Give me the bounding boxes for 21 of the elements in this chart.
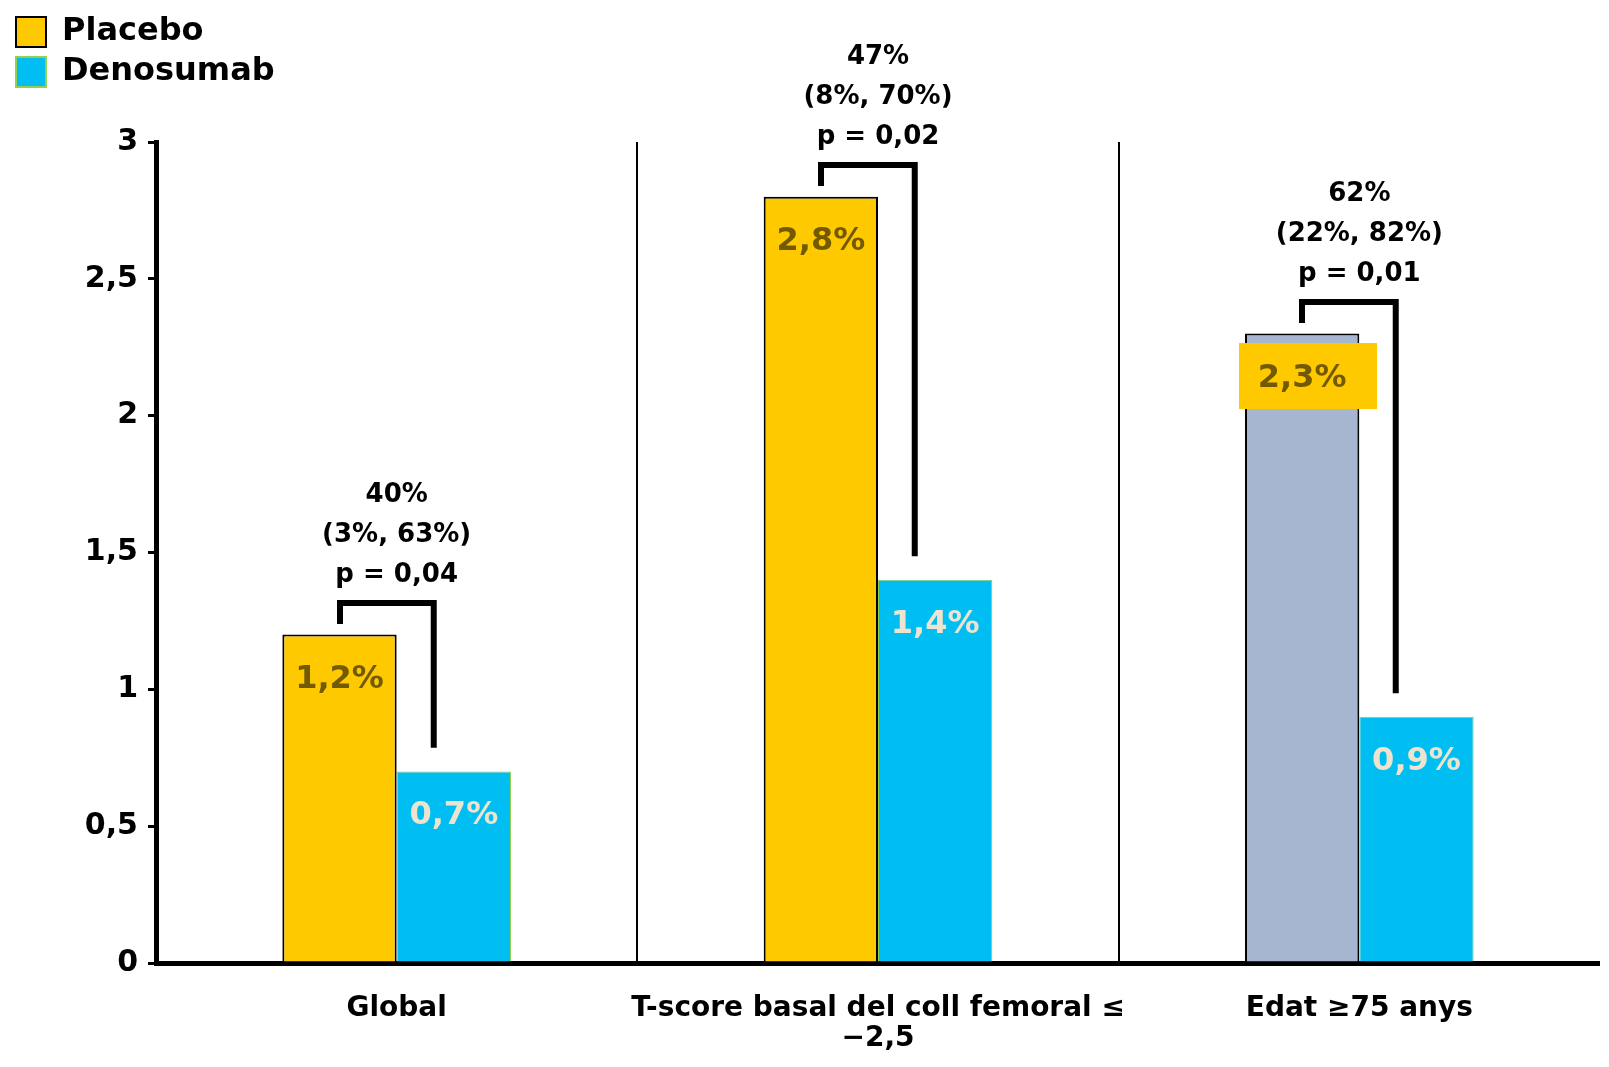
data-label: 0,9%: [1372, 738, 1461, 779]
annotation: 47% (8%, 70%) p = 0,02: [803, 38, 953, 152]
y-tick-label: 1,5: [84, 532, 138, 568]
y-tick-label: 3: [117, 121, 138, 157]
data-label: 1,2%: [295, 656, 384, 697]
data-label: 0,7%: [409, 793, 499, 834]
y-tick-label: 0,5: [84, 805, 138, 841]
annotation: 62% (22%, 82%) p = 0,01: [1275, 175, 1443, 289]
legend-label: Denosumab: [62, 50, 275, 89]
legend-label: Placebo: [62, 10, 204, 49]
y-tick-label: 0: [117, 942, 138, 978]
annotation: 40% (3%, 63%) p = 0,04: [322, 476, 472, 590]
y-tick-label: 2,5: [84, 258, 138, 294]
x-tick-label: Edat ≥75 anys: [1245, 989, 1473, 1023]
data-label: 2,8%: [776, 218, 866, 259]
data-label: 1,4%: [890, 601, 980, 642]
y-tick-label: 1: [117, 669, 138, 705]
y-tick-label: 2: [117, 395, 138, 431]
x-tick-label: Global: [346, 989, 447, 1023]
x-tick-label: T-score basal del coll femoral ≤ −2,5: [631, 989, 1125, 1054]
data-label: 2,3%: [1257, 355, 1347, 396]
